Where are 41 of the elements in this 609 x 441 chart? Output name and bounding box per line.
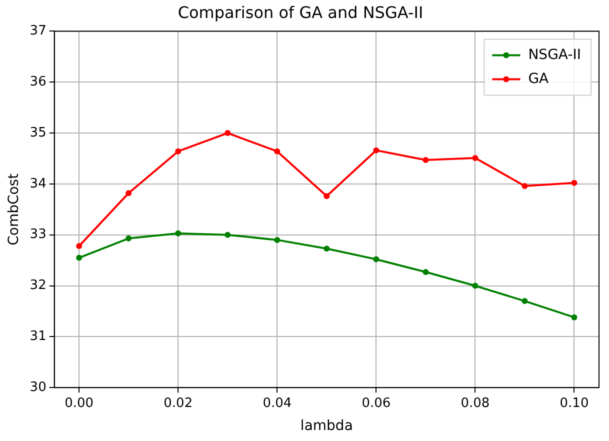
point (472, 282, 478, 289)
point (373, 147, 380, 154)
point (126, 190, 132, 196)
point (76, 254, 82, 261)
point (126, 235, 132, 242)
chart-title: Comparison of GA and NSGA-II (178, 2, 424, 22)
y-tick-label: 30 (30, 380, 46, 395)
point (472, 154, 478, 161)
point (324, 193, 330, 200)
x-tick-label: 0.10 (560, 396, 589, 411)
y-tick-label: 35 (30, 125, 46, 140)
point (76, 243, 82, 250)
y-tick-label: 37 (30, 24, 46, 39)
point (324, 246, 330, 252)
x-tick-label: 0.06 (362, 396, 391, 411)
y-tick-label: 33 (30, 227, 46, 242)
point (274, 236, 280, 243)
point (422, 269, 429, 276)
point (274, 148, 280, 154)
x-tick-label: 0.04 (262, 396, 292, 411)
x-tick-label: 0.00 (64, 396, 94, 411)
legend-label: GA (528, 70, 550, 87)
x-axis-title: lambda (300, 418, 353, 434)
point (224, 232, 231, 238)
point (571, 314, 578, 320)
x-tick-label: 0.02 (164, 396, 193, 411)
point (571, 180, 578, 186)
x-tick-label: 0.08 (460, 396, 490, 411)
point (175, 148, 182, 154)
y-tick-label: 34 (30, 176, 46, 192)
point (224, 130, 231, 136)
point (373, 256, 380, 262)
legend-label: NSGA-II (528, 46, 582, 63)
point (422, 157, 429, 164)
y-tick-label: 31 (30, 329, 46, 344)
y-tick-label: 32 (30, 278, 46, 294)
y-axis-title: CombCost (6, 172, 22, 246)
y-tick-label: 36 (30, 74, 46, 90)
point (522, 298, 528, 304)
point (522, 182, 528, 189)
point (175, 230, 182, 236)
